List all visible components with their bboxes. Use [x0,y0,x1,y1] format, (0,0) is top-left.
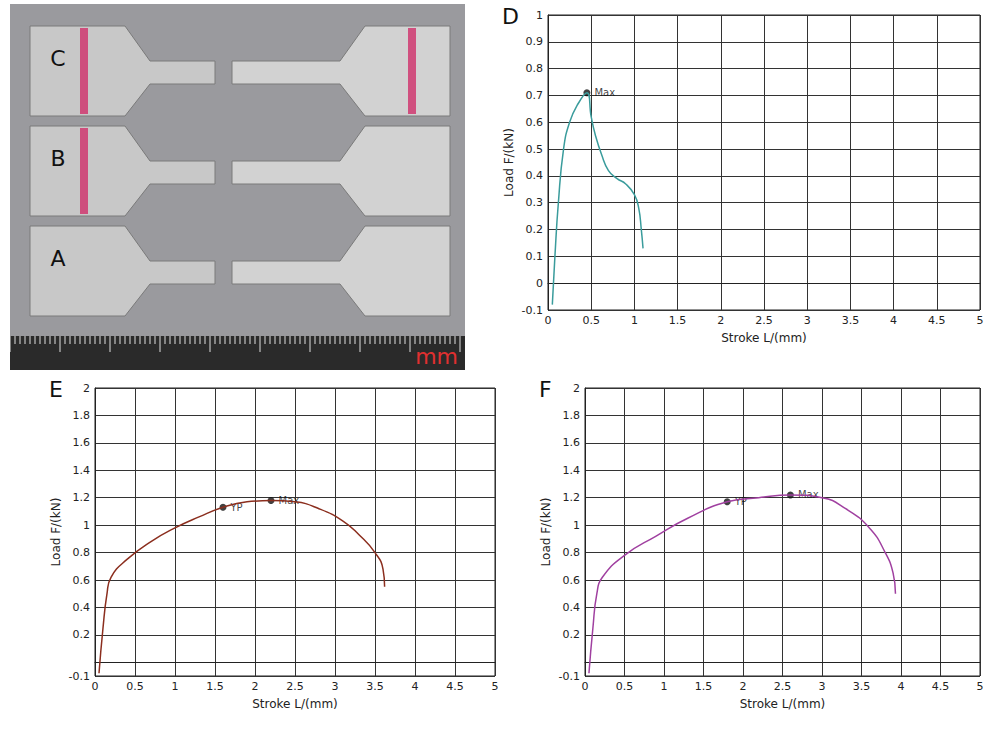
svg-text:1: 1 [661,680,668,693]
svg-text:Max: Max [797,489,819,501]
svg-text:3: 3 [819,680,826,693]
svg-text:4: 4 [898,680,905,693]
svg-text:2: 2 [740,680,747,693]
svg-text:Load F/(kN): Load F/(kN) [502,128,516,197]
svg-text:1: 1 [573,519,580,532]
svg-text:1.6: 1.6 [563,436,581,449]
svg-text:Max: Max [278,495,300,506]
svg-text:0.6: 0.6 [526,116,544,129]
svg-text:2: 2 [717,314,724,327]
svg-text:3.5: 3.5 [842,314,860,327]
svg-text:0: 0 [545,314,552,327]
svg-text:1: 1 [172,680,179,693]
svg-text:0.5: 0.5 [526,143,544,156]
svg-text:1.4: 1.4 [73,464,91,477]
svg-text:4.5: 4.5 [928,314,946,327]
svg-text:2: 2 [573,382,580,395]
svg-text:1: 1 [536,9,543,22]
svg-text:2.5: 2.5 [774,680,792,693]
svg-text:0: 0 [582,680,589,693]
svg-text:1.4: 1.4 [563,464,581,477]
svg-text:Load F/(kN): Load F/(kN) [539,498,553,567]
svg-text:C: C [50,46,65,71]
svg-text:0.4: 0.4 [73,601,91,614]
svg-text:0.2: 0.2 [73,628,91,641]
svg-text:YP: YP [230,501,243,513]
svg-text:1.2: 1.2 [563,491,581,504]
svg-text:-0.1: -0.1 [559,670,580,683]
svg-text:3: 3 [804,314,811,327]
svg-text:4.5: 4.5 [446,680,464,693]
svg-text:5: 5 [977,314,984,327]
svg-text:3.5: 3.5 [853,680,871,693]
svg-text:mm: mm [415,344,458,369]
svg-text:0.7: 0.7 [526,89,544,102]
svg-text:0: 0 [92,680,99,693]
svg-text:0.8: 0.8 [563,546,581,559]
svg-text:5: 5 [977,680,984,693]
svg-text:1.2: 1.2 [73,491,91,504]
svg-text:2.5: 2.5 [755,314,773,327]
svg-text:0.1: 0.1 [526,250,544,263]
svg-text:Max: Max [594,87,615,98]
svg-text:0.2: 0.2 [563,628,581,641]
svg-text:1.5: 1.5 [206,680,224,693]
svg-text:Stroke L/(mm): Stroke L/(mm) [740,697,826,711]
svg-text:0: 0 [536,277,543,290]
svg-text:F: F [539,377,552,402]
svg-text:2: 2 [252,680,259,693]
svg-text:A: A [50,246,65,271]
svg-text:-0.1: -0.1 [69,670,90,683]
svg-text:1: 1 [83,519,90,532]
svg-text:2.5: 2.5 [286,680,304,693]
svg-text:0.5: 0.5 [616,680,634,693]
svg-text:0.8: 0.8 [526,62,544,75]
svg-text:0.5: 0.5 [582,314,600,327]
svg-text:-0.1: -0.1 [522,304,543,317]
svg-text:0.6: 0.6 [73,574,91,587]
svg-text:5: 5 [492,680,499,693]
svg-text:4.5: 4.5 [932,680,950,693]
svg-text:D: D [502,4,519,29]
svg-text:Stroke L/(mm): Stroke L/(mm) [721,331,807,345]
svg-text:0.5: 0.5 [126,680,144,693]
svg-text:0.8: 0.8 [73,546,91,559]
svg-text:0.2: 0.2 [526,223,544,236]
svg-text:1: 1 [631,314,638,327]
svg-text:E: E [49,377,63,402]
svg-text:1.8: 1.8 [73,409,91,422]
svg-text:0.6: 0.6 [563,574,581,587]
svg-text:1.6: 1.6 [73,436,91,449]
svg-text:0.4: 0.4 [526,169,544,182]
svg-text:0.9: 0.9 [526,35,544,48]
svg-text:1.5: 1.5 [669,314,687,327]
svg-text:2: 2 [83,382,90,395]
svg-text:0.4: 0.4 [563,601,581,614]
svg-text:4: 4 [412,680,419,693]
svg-text:1.8: 1.8 [563,409,581,422]
svg-text:B: B [50,146,65,171]
svg-text:Stroke L/(mm): Stroke L/(mm) [252,697,338,711]
svg-text:1.5: 1.5 [695,680,713,693]
svg-text:0.3: 0.3 [526,196,544,209]
svg-text:3: 3 [332,680,339,693]
svg-text:4: 4 [890,314,897,327]
svg-text:3.5: 3.5 [366,680,384,693]
svg-text:YP: YP [734,496,747,507]
svg-text:Load F/(kN): Load F/(kN) [49,498,63,567]
